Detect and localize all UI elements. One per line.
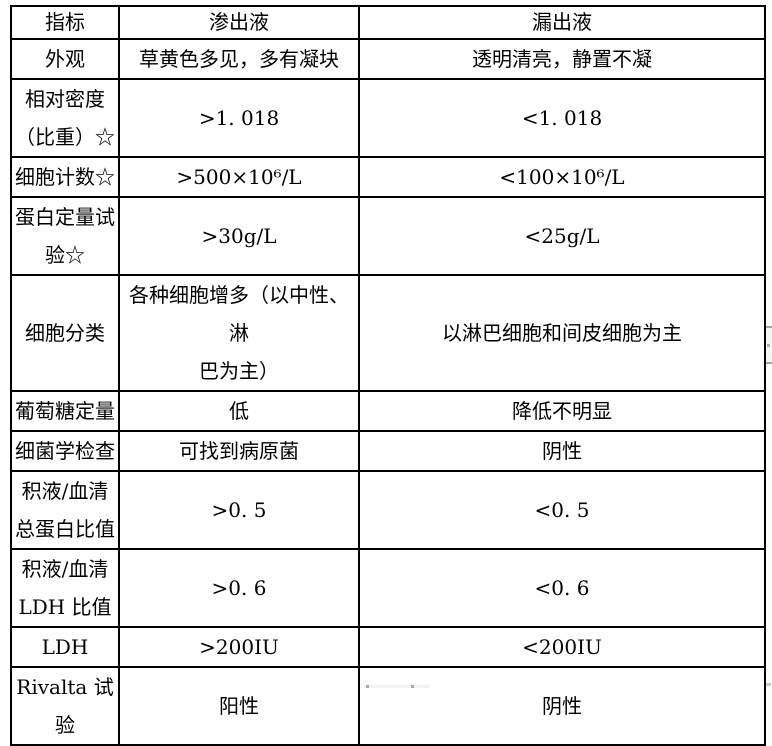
horizontal-scrollbar-fragment[interactable]	[364, 685, 430, 688]
table-row-rivalta-test: Rivalta 试 验 阳性 阴性	[10, 666, 766, 746]
transudate-cell: <1. 018	[358, 78, 766, 158]
transudate-cell: 透明清亮，静置不凝	[358, 38, 766, 80]
table-row-bacteriology: 细菌学检查 可找到病原菌 阴性	[10, 430, 766, 472]
exudate-cell: 可找到病原菌	[118, 430, 360, 472]
row-label-cell: 蛋白定量试 验☆	[10, 196, 120, 276]
table-header-row: 指标 渗出液 漏出液	[10, 5, 766, 40]
row-label-cell: 细胞计数☆	[10, 156, 120, 198]
transudate-cell: <100×10⁶/L	[358, 156, 766, 198]
row-label-cell: LDH	[10, 626, 120, 668]
transudate-cell: 降低不明显	[358, 390, 766, 432]
scrollbar-thumb-dot	[767, 344, 770, 347]
row-label-cell: 外观	[10, 38, 120, 80]
row-label-cell: 细菌学检查	[10, 430, 120, 472]
exudate-cell: 各种细胞增多（以中性、淋 巴为主）	[118, 274, 360, 392]
table-row-specific-gravity: 相对密度 （比重）☆ >1. 018 <1. 018	[10, 78, 766, 158]
transudate-cell: <200IU	[358, 626, 766, 668]
transudate-cell: <0. 5	[358, 470, 766, 550]
exudate-cell: >500×10⁶/L	[118, 156, 360, 198]
table-row-appearance: 外观 草黄色多见，多有凝块 透明清亮，静置不凝	[10, 38, 766, 80]
exudate-transudate-comparison-table: 指标 渗出液 漏出液 外观 草黄色多见，多有凝块 透明清亮，静置不凝 相对密度 …	[10, 5, 766, 746]
column-header-transudate: 漏出液	[358, 5, 766, 40]
table-row-fluid-serum-protein-ratio: 积液/血清 总蛋白比值 >0. 5 <0. 5	[10, 470, 766, 550]
table-row-ldh: LDH >200IU <200IU	[10, 626, 766, 668]
exudate-cell: >0. 5	[118, 470, 360, 550]
transudate-cell: 以淋巴细胞和间皮细胞为主	[358, 274, 766, 392]
exudate-cell: >200IU	[118, 626, 360, 668]
exudate-cell: >30g/L	[118, 196, 360, 276]
exudate-cell: 低	[118, 390, 360, 432]
column-header-exudate: 渗出液	[118, 5, 360, 40]
row-label-cell: 葡萄糖定量	[10, 390, 120, 432]
exudate-cell: >0. 6	[118, 548, 360, 628]
transudate-cell: 阴性	[358, 430, 766, 472]
table-row-fluid-serum-ldh-ratio: 积液/血清 LDH 比值 >0. 6 <0. 6	[10, 548, 766, 628]
exudate-cell: 阳性	[118, 666, 360, 746]
vertical-scrollbar-fragment[interactable]	[766, 326, 772, 364]
exudate-cell: 草黄色多见，多有凝块	[118, 38, 360, 80]
row-label-cell: Rivalta 试 验	[10, 666, 120, 746]
scrollbar-dot	[411, 685, 414, 688]
row-label-cell: 相对密度 （比重）☆	[10, 78, 120, 158]
scrollbar-corner-tick	[766, 683, 771, 686]
transudate-cell: 阴性	[358, 666, 766, 746]
table-row-cell-count: 细胞计数☆ >500×10⁶/L <100×10⁶/L	[10, 156, 766, 198]
row-label-cell: 细胞分类	[10, 274, 120, 392]
exudate-cell: >1. 018	[118, 78, 360, 158]
row-label-cell: 积液/血清 LDH 比值	[10, 548, 120, 628]
row-label-cell: 积液/血清 总蛋白比值	[10, 470, 120, 550]
table-row-cell-classification: 细胞分类 各种细胞增多（以中性、淋 巴为主） 以淋巴细胞和间皮细胞为主	[10, 274, 766, 392]
table-row-protein-assay: 蛋白定量试 验☆ >30g/L <25g/L	[10, 196, 766, 276]
scrollbar-dot	[366, 685, 369, 688]
column-header-indicator: 指标	[10, 5, 120, 40]
transudate-cell: <25g/L	[358, 196, 766, 276]
table-row-glucose: 葡萄糖定量 低 降低不明显	[10, 390, 766, 432]
transudate-cell: <0. 6	[358, 548, 766, 628]
